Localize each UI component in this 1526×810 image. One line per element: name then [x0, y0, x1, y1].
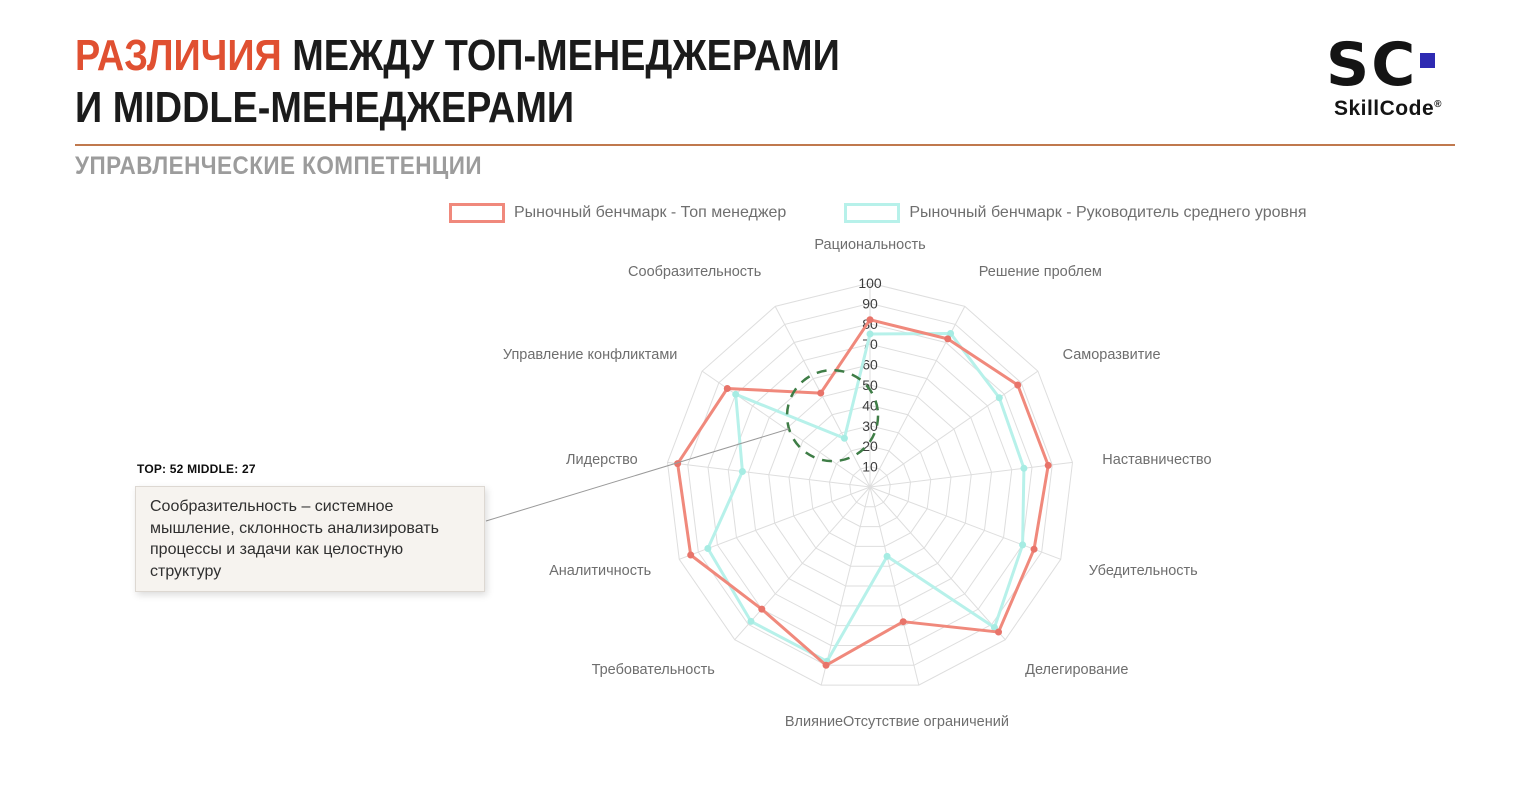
- axis-label: Влияние: [785, 714, 843, 730]
- grid-spoke: [820, 486, 871, 686]
- slide-subtitle: УПРАВЛЕНЧЕСКИЕ КОМПЕТЕНЦИИ: [75, 152, 483, 180]
- axis-label: Решение проблем: [979, 264, 1102, 280]
- highlight-circle: [785, 368, 880, 463]
- series-dot: [822, 661, 830, 669]
- axis-label: Аналитичность: [549, 563, 651, 579]
- grid-spoke: [869, 486, 920, 686]
- series-dot: [747, 617, 755, 625]
- skillcode-logo-mark: SC: [1326, 30, 1435, 100]
- tick-label: 90: [862, 295, 878, 311]
- chart-legend: Рыночный бенчмарк - Топ менеджер Рыночны…: [449, 203, 1307, 223]
- grid-ring: [849, 466, 891, 508]
- series-dot: [704, 544, 712, 552]
- axis-label: Лидерство: [566, 452, 638, 468]
- callout-box: Сообразительность – системное мышление, …: [135, 486, 485, 593]
- series-dot: [1030, 545, 1038, 553]
- tick-label: 50: [862, 377, 878, 393]
- series-dot: [944, 335, 952, 343]
- grid-ring: [828, 445, 912, 528]
- axis-label: Отсутствие ограничений: [843, 714, 1009, 730]
- grid-spoke: [667, 461, 871, 488]
- grid-ring: [666, 282, 1074, 686]
- legend-swatch-top-manager: [449, 203, 505, 223]
- grid-ring: [707, 323, 1033, 646]
- axis-label: Делегирование: [1025, 662, 1128, 678]
- axis-label: Сообразительность: [628, 264, 761, 280]
- series-dot: [947, 329, 955, 337]
- tick-label: 20: [862, 438, 878, 454]
- header-divider: [75, 144, 1455, 146]
- axis-label: Управление конфликтами: [503, 347, 678, 363]
- legend-label-top-manager: Рыночный бенчмарк - Топ менеджер: [514, 204, 787, 221]
- legend-item-middle-manager: Рыночный бенчмарк - Руководитель среднег…: [844, 203, 1307, 223]
- grid-spoke: [734, 486, 871, 641]
- series-line: [676, 318, 1050, 667]
- tick-label: 60: [862, 357, 878, 373]
- series-dot: [866, 316, 874, 324]
- logo-brand: SkillCode®: [1320, 97, 1456, 121]
- axis-label: Убедительность: [1089, 563, 1198, 579]
- title-accent: РАЗЛИЧИЯ: [75, 31, 282, 80]
- tick-label: 40: [862, 397, 878, 413]
- callout-text: Сообразительность – системное мышление, …: [150, 498, 439, 580]
- axis-label: Рациональность: [814, 237, 925, 253]
- tick-label: 10: [862, 459, 878, 475]
- title-rest: МЕЖДУ ТОП-МЕНЕДЖЕРАМИ: [292, 31, 840, 80]
- logo-blue-square: [1420, 53, 1435, 68]
- axis-label: Саморазвитие: [1063, 347, 1161, 363]
- skillcode-logo: SC SkillCode®: [1320, 30, 1456, 121]
- logo-brand-text: SkillCode: [1333, 97, 1435, 120]
- grid-spoke: [869, 486, 1061, 560]
- grid-ring: [727, 343, 1013, 627]
- series-dot: [840, 434, 848, 442]
- axis-label: Наставничество: [1102, 452, 1211, 468]
- logo-registered-mark: ®: [1434, 99, 1443, 110]
- series-dot: [738, 468, 746, 476]
- series-dot: [758, 605, 766, 613]
- grid-spoke: [869, 370, 1039, 488]
- series-dot: [1014, 381, 1022, 389]
- title-line2: И MIDDLE-МЕНЕДЖЕРАМИ: [75, 82, 575, 132]
- series-dot: [883, 552, 891, 560]
- series-dot: [1044, 461, 1052, 469]
- series-dot: [866, 330, 874, 338]
- grid-ring: [687, 302, 1053, 666]
- grid-ring: [747, 364, 993, 607]
- logo-mark-letters: SC: [1326, 34, 1417, 96]
- grid-spoke: [869, 486, 1006, 641]
- series-dot: [990, 623, 998, 631]
- leader-line: [485, 428, 790, 522]
- slide-title: РАЗЛИЧИЯ МЕЖДУ ТОП-МЕНЕДЖЕРАМИ И MIDDLE-…: [75, 30, 840, 134]
- callout-stats: TOP: 52 MIDDLE: 27: [137, 462, 256, 476]
- tick-label: 100: [858, 275, 882, 291]
- grid-spoke: [774, 306, 871, 488]
- series-dot: [1019, 541, 1027, 549]
- series-dot: [899, 618, 907, 626]
- series-dot: [995, 394, 1003, 402]
- series-dot: [817, 389, 825, 397]
- series-dot: [732, 390, 740, 398]
- series-dot: [995, 628, 1003, 636]
- series-dot: [687, 551, 695, 559]
- legend-label-middle-manager: Рыночный бенчмарк - Руководитель среднег…: [909, 204, 1307, 221]
- tick-label: 30: [862, 418, 878, 434]
- axis-label: Требовательность: [592, 662, 715, 678]
- series-dot: [1020, 464, 1028, 472]
- legend-item-top-manager: Рыночный бенчмарк - Топ менеджер: [449, 203, 786, 223]
- legend-swatch-middle-manager: [844, 203, 901, 223]
- grid-spoke: [869, 461, 1073, 488]
- grid-ring: [788, 404, 952, 567]
- series-line: [706, 331, 1026, 663]
- grid-ring: [808, 425, 932, 547]
- series-dot: [723, 384, 731, 392]
